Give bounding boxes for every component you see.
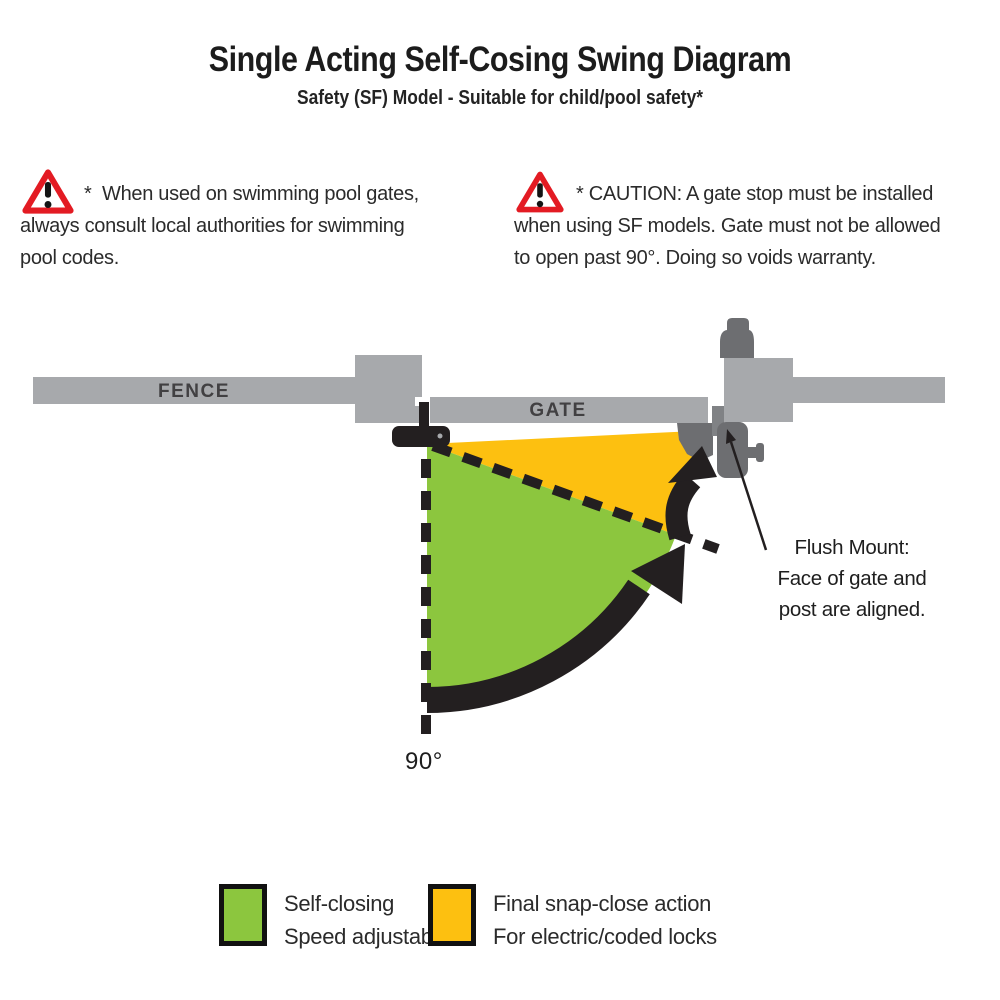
flush-mount-pointer-arrowhead (726, 429, 736, 444)
legend-line: Final snap-close action (493, 891, 712, 916)
hinge-stem (419, 402, 429, 428)
legend-label-self-closing: Self-closing Speed adjustable (284, 887, 450, 953)
flush-mount-line: Flush Mount: (794, 536, 910, 559)
snap-close-arrowhead (668, 446, 717, 483)
legend-swatch-self-closing (219, 884, 267, 946)
self-closing-sector (427, 444, 676, 710)
legend-label-snap-close: Final snap-close action For electric/cod… (493, 887, 717, 953)
warning-line: * CAUTION: A gate stop must be installed (576, 183, 934, 205)
warning-line: * When used on swimming pool gates, (84, 183, 419, 205)
snap-zone-dashed-line (431, 441, 720, 554)
flush-mount-line: Face of gate and (777, 567, 927, 590)
warning-pool-codes: * When used on swimming pool gates, alwa… (20, 166, 480, 274)
legend-line: For electric/coded locks (493, 924, 717, 949)
warning-line: always consult local authorities for swi… (20, 215, 405, 237)
latch-pin (748, 447, 760, 458)
snap-close-arrow (665, 472, 701, 541)
gate-label: GATE (529, 400, 587, 421)
warning-line: when using SF models. Gate must not be a… (514, 215, 941, 237)
warning-line: pool codes. (20, 247, 119, 269)
hinge-pivot-dot (437, 433, 443, 439)
legend-line: Self-closing (284, 891, 395, 916)
latch-post (724, 358, 793, 422)
warning-text: * CAUTION: A gate stop must be installed… (514, 178, 994, 274)
title-block: Single Acting Self-Cosing Swing Diagram … (65, 40, 935, 110)
hinge-closer-body (392, 426, 450, 447)
legend-swatch-snap-close (428, 884, 476, 946)
hinge-post (355, 355, 422, 423)
page-title: Single Acting Self-Cosing Swing Diagram (208, 40, 792, 79)
snap-close-sector (427, 431, 696, 535)
flush-mount-pointer-line (729, 441, 768, 551)
warning-triangle-icon (22, 169, 74, 214)
latch-knob (720, 318, 754, 358)
warning-line: to open past 90°. Doing so voids warrant… (514, 247, 876, 269)
warning-gate-stop: * CAUTION: A gate stop must be installed… (514, 166, 994, 274)
legend-line: Speed adjustable (284, 924, 450, 949)
page-subtitle: Safety (SF) Model - Suitable for child/p… (296, 87, 704, 109)
latch-pin-cap (756, 443, 764, 462)
swing-arc-arrow (426, 579, 650, 713)
warning-text: * When used on swimming pool gates, alwa… (20, 178, 480, 274)
fence-label: FENCE (158, 381, 230, 402)
fence-right-bar (793, 377, 945, 403)
swing-angle-label: 90° (405, 748, 443, 775)
hinge-cap (415, 397, 431, 406)
gate-bar (430, 397, 708, 423)
fence-left-bar (33, 377, 355, 404)
flush-mount-note: Flush Mount: Face of gate and post are a… (752, 532, 952, 625)
swing-arc-arrowhead (631, 544, 685, 604)
warning-triangle-icon (516, 171, 564, 213)
flush-mount-line: post are aligned. (778, 598, 926, 621)
